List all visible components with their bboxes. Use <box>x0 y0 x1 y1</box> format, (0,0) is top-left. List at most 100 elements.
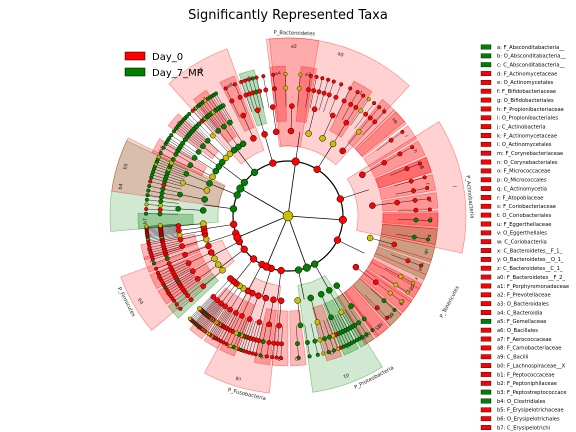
key-label-f: f: F_Bifidobacteriaceae <box>497 89 556 95</box>
node-order <box>215 261 222 268</box>
edge-root-1 <box>287 215 343 221</box>
node-genus <box>220 103 226 109</box>
node-genus <box>327 334 332 340</box>
sector-m <box>354 109 405 157</box>
edge-class <box>220 249 245 268</box>
edge-order <box>355 266 377 283</box>
node-species <box>187 111 192 116</box>
node-order <box>272 128 280 136</box>
key-swatch-s <box>480 203 492 209</box>
key-swatch-b7 <box>480 425 492 430</box>
key-label-z: z: C_Bacteroidetes__C_1_ <box>497 266 563 272</box>
sector-z <box>359 270 412 315</box>
sector-letter-a2: a2 <box>291 44 297 50</box>
node-species <box>392 307 397 312</box>
node-order <box>211 255 218 262</box>
node-family <box>343 119 350 126</box>
node-family <box>215 128 222 134</box>
node-order <box>200 220 207 227</box>
edge-order <box>362 162 385 176</box>
node-family <box>314 319 321 325</box>
key-label-a2: a2: F_Prevotellaceae <box>497 293 551 299</box>
node-species <box>405 290 410 295</box>
node-species <box>400 129 405 134</box>
node-class <box>240 178 249 187</box>
node-genus <box>363 111 369 117</box>
node-species <box>320 76 325 81</box>
node-species <box>158 151 163 156</box>
sector-letter-a8: a8 <box>226 82 234 90</box>
node-species <box>307 354 312 359</box>
node-species <box>370 328 375 333</box>
node-species <box>361 93 366 98</box>
node-genus <box>411 188 416 194</box>
node-genus <box>358 108 364 114</box>
key-label-a5: a5: F_Gemellaceae <box>497 319 546 325</box>
node-species <box>254 75 259 80</box>
node-species <box>335 346 340 351</box>
sector-h <box>369 140 426 178</box>
edge-class <box>295 131 301 162</box>
node-family <box>200 143 206 150</box>
key-swatch-x <box>480 248 492 253</box>
key-swatch-c <box>480 62 492 68</box>
key-label-m: m: F_Corynebacteriaceae <box>497 151 563 157</box>
key-label-a9: a9: C_Bacilli <box>497 355 528 361</box>
node-family <box>227 306 233 313</box>
node-genus <box>408 178 414 184</box>
edge-order <box>198 151 220 167</box>
node-family <box>221 123 227 130</box>
node-order <box>206 180 213 187</box>
key-swatch-p <box>480 177 492 183</box>
node-species <box>258 353 263 358</box>
node-species <box>315 352 320 357</box>
node-class <box>294 266 303 274</box>
node-species <box>377 105 382 110</box>
node-order <box>319 135 326 142</box>
node-species <box>308 73 313 78</box>
edge-order <box>217 280 234 301</box>
sector-letter-p: p <box>419 165 425 170</box>
sector-letter-d8: d8 <box>407 283 415 291</box>
sector-letter-x: x <box>413 276 419 281</box>
node-genus <box>271 340 277 346</box>
key-swatch-v <box>480 230 492 236</box>
sector-d8 <box>367 258 423 299</box>
key-label-b6: b6: O_Erysipelotrichales <box>497 417 560 423</box>
node-genus <box>387 290 393 296</box>
node-species <box>399 299 404 304</box>
edge-order <box>322 115 333 139</box>
node-genus <box>158 198 164 204</box>
sector-c <box>380 223 438 245</box>
sector-letter-a: a <box>417 267 423 272</box>
node-species <box>382 109 387 114</box>
node-species <box>223 86 228 91</box>
node-species <box>271 72 276 77</box>
sector-letter-b5: b5 <box>122 163 130 171</box>
node-species <box>184 114 189 119</box>
key-swatch-b5 <box>480 407 492 413</box>
node-species <box>155 270 160 275</box>
key-label-b2: b2: F_Peptoniphilaceae <box>497 381 557 387</box>
node-species <box>298 72 303 77</box>
node-genus <box>341 98 347 104</box>
sector-letter-d5: d5 <box>373 322 382 331</box>
node-family <box>195 149 202 155</box>
node-genus <box>333 94 339 100</box>
node-class <box>249 255 258 263</box>
key-swatch-n <box>480 159 492 165</box>
node-species <box>339 82 344 87</box>
key-label-e: e: O_Actinomycetales <box>497 80 554 86</box>
node-species <box>261 74 266 79</box>
node-species <box>422 175 427 180</box>
edge-order <box>188 252 212 264</box>
edge-class <box>209 183 238 196</box>
node-species <box>427 218 432 223</box>
sector-letter-b1: b1 <box>375 321 384 330</box>
edge-class <box>203 224 234 230</box>
edge-class <box>276 270 282 301</box>
node-family <box>276 322 282 329</box>
node-class <box>233 191 241 199</box>
node-order <box>329 140 337 148</box>
node-species <box>364 332 369 337</box>
